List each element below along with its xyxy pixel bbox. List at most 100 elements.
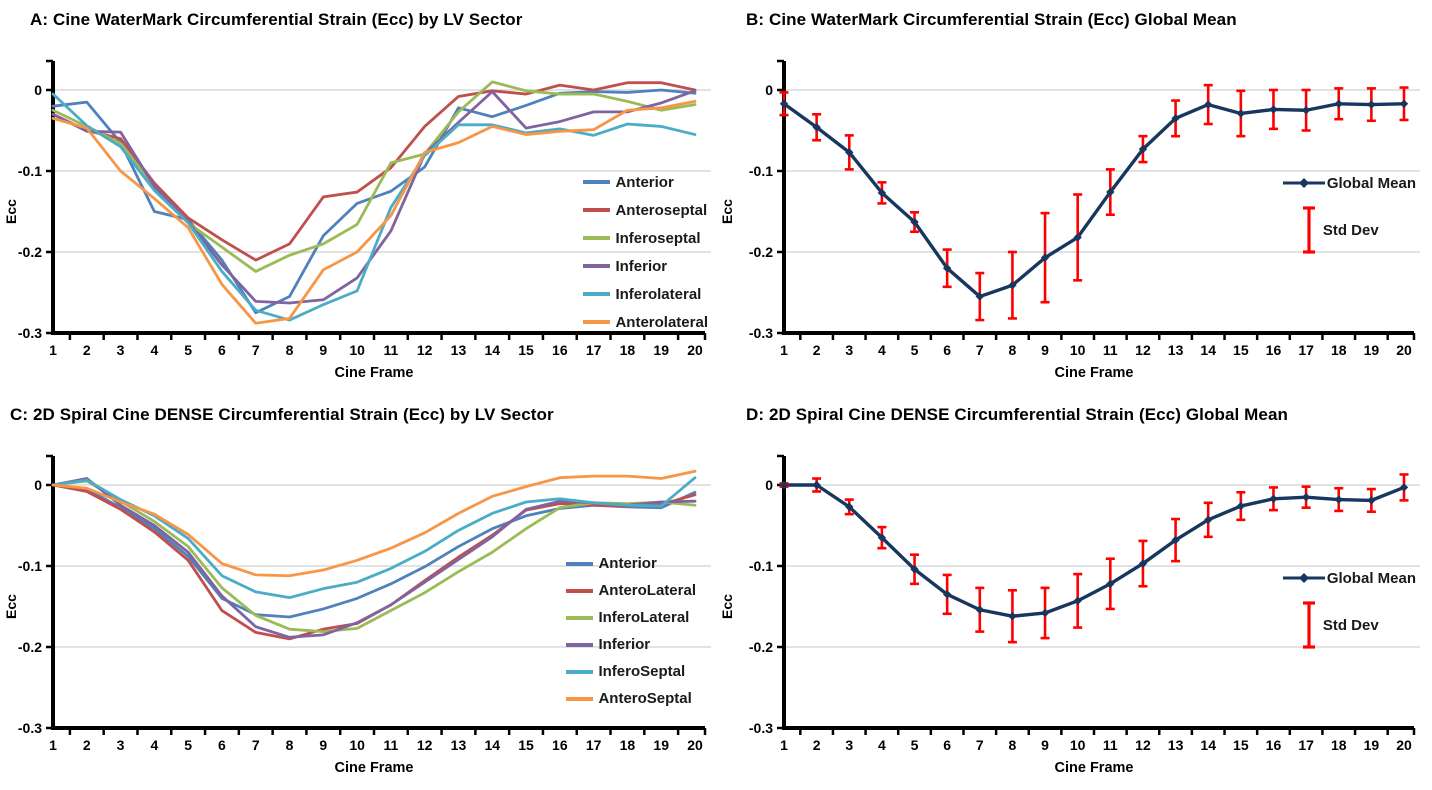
- legend-item-std-dev: Std Dev: [1281, 599, 1379, 651]
- x-tick-label: 5: [184, 737, 192, 753]
- data-point-marker: [975, 605, 984, 614]
- panel-d: D: 2D Spiral Cine DENSE Circumferential …: [716, 395, 1432, 790]
- x-tick-label: 12: [417, 342, 433, 358]
- panel-c-chart: 0 -0.1 -0.2 -0.3 1 2 3 4 5 6 7 8 9 10 11 12 13 14 15 16 17 18…: [0, 440, 716, 790]
- x-tick-label: 19: [653, 342, 669, 358]
- x-tick-label: 20: [687, 737, 703, 753]
- legend-item: Anterior: [583, 168, 708, 196]
- y-tick-label: -0.2: [18, 244, 42, 260]
- legend-label: InferoSeptal: [598, 663, 686, 680]
- x-axis-title: Cine Frame: [335, 760, 414, 776]
- series-line-anteroseptal: [51, 81, 697, 262]
- x-tick-label: 8: [286, 342, 294, 358]
- y-tick-label: -0.1: [749, 163, 773, 179]
- y-tick-label: -0.1: [18, 558, 42, 574]
- data-point-marker: [779, 99, 789, 108]
- y-tick-label: -0.3: [749, 325, 773, 341]
- x-tick-label: 11: [383, 342, 398, 358]
- panel-d-chart: 0 -0.1 -0.2 -0.3 1 2 3 4 5 6 7 8 9 10 11 12 13 14 15 16 17 18…: [716, 440, 1432, 790]
- x-tick-label: 4: [150, 342, 158, 358]
- data-point-marker: [779, 480, 789, 490]
- legend-line-swatch: [583, 208, 611, 212]
- legend-item-global-mean: Global Mean: [1281, 170, 1416, 196]
- data-point-marker: [1040, 608, 1050, 618]
- series-line-anteroseptal: [51, 469, 697, 578]
- legend-label: Inferoseptal: [615, 229, 701, 247]
- legend-label: Anterolateral: [615, 313, 708, 331]
- x-tick-label: 9: [1041, 342, 1049, 358]
- x-tick-label: 17: [586, 342, 602, 358]
- data-point-marker: [1399, 99, 1409, 108]
- x-tick-label: 18: [1331, 342, 1347, 358]
- data-point-marker: [812, 480, 821, 490]
- x-axis-title: Cine Frame: [335, 365, 414, 381]
- x-tick-label: 7: [252, 737, 260, 753]
- x-tick-label: 11: [1103, 342, 1118, 358]
- y-axis-title: Ecc: [3, 199, 19, 224]
- y-tick-label: 0: [765, 82, 773, 98]
- legend-label: Inferior: [598, 636, 651, 653]
- panel-a-title: A: Cine WaterMark Circumferential Strain…: [30, 10, 523, 29]
- legend-item: Anterolateral: [583, 308, 708, 336]
- x-tick-label: 20: [1396, 342, 1412, 358]
- y-tick-label: 0: [34, 82, 42, 98]
- data-point-marker: [1334, 99, 1343, 108]
- x-tick-label: 12: [1135, 342, 1151, 358]
- x-tick-label: 10: [1070, 342, 1086, 358]
- x-tick-label: 16: [1266, 342, 1282, 358]
- x-tick-label: 14: [484, 737, 500, 753]
- panel-c-title: C: 2D Spiral Cine DENSE Circumferential …: [10, 405, 554, 424]
- x-tick-label: 4: [878, 737, 886, 753]
- legend: Anterior AnteroLateral InferoLateral Inferi…: [566, 550, 696, 712]
- series-line-global-mean: [782, 483, 1406, 618]
- panel-b-chart: 0 -0.1 -0.2 -0.3 1 2 3 4 5 6 7 8 9 10 11 12 13 14 15 16 17 18…: [716, 45, 1432, 395]
- legend-label: Anterior: [598, 555, 657, 572]
- panel-b: B: Cine WaterMark Circumferential Strain…: [716, 0, 1432, 395]
- y-tick-label: -0.2: [749, 639, 773, 655]
- panel-a: A: Cine WaterMark Circumferential Strain…: [0, 0, 716, 395]
- legend-line-swatch: [566, 561, 594, 566]
- x-tick-label: 9: [1041, 737, 1049, 753]
- x-tick-label: 12: [417, 737, 433, 753]
- legend-item-std-dev: Std Dev: [1281, 204, 1379, 256]
- x-tick-label: 5: [911, 342, 919, 358]
- x-tick-label: 2: [83, 737, 91, 753]
- x-tick-label: 14: [484, 342, 500, 358]
- legend: Global Mean Std Dev: [1281, 170, 1416, 256]
- chart-canvas-D: 0-0.1-0.2-0.31 2 3 4 5 6 7 8 9 10 11 12 13 14 15 16 17 18…: [719, 454, 1420, 776]
- std-dev-error-bar-icon: [1302, 601, 1315, 649]
- y-tick-label: 0: [765, 477, 773, 493]
- x-tick-label: 6: [943, 342, 951, 358]
- legend-label: Global Mean: [1326, 174, 1416, 192]
- series-line-inferior: [51, 89, 697, 305]
- series-line-inferoseptal: [51, 476, 697, 599]
- x-tick-label: 7: [976, 737, 984, 753]
- y-axis-title: Ecc: [719, 594, 735, 619]
- y-tick-label: -0.2: [18, 639, 42, 655]
- x-tick-label: 10: [349, 737, 365, 753]
- x-tick-label: 16: [552, 342, 568, 358]
- x-tick-label: 7: [976, 342, 984, 358]
- x-tick-label: 6: [218, 737, 226, 753]
- legend-label: Std Dev: [1322, 616, 1379, 634]
- x-tick-label: 2: [83, 342, 91, 358]
- data-point-marker: [1301, 106, 1311, 115]
- x-tick-label: 3: [117, 737, 125, 753]
- legend: Global Mean Std Dev: [1281, 565, 1416, 651]
- x-tick-label: 5: [911, 737, 919, 753]
- x-axis-title: Cine Frame: [1055, 760, 1134, 776]
- chart-canvas-A: 0-0.1-0.2-0.31 2 3 4 5 6 7 8 9 10 11 12 13 14 15 16 17 18…: [3, 59, 711, 381]
- legend-item: Inferolateral: [583, 280, 708, 308]
- legend-item: InferoLateral: [566, 604, 696, 631]
- panel-d-title: D: 2D Spiral Cine DENSE Circumferential …: [746, 405, 1289, 424]
- y-tick-label: -0.2: [749, 244, 773, 260]
- x-tick-label: 13: [1168, 342, 1184, 358]
- x-tick-label: 10: [1070, 737, 1086, 753]
- x-tick-label: 19: [1364, 737, 1380, 753]
- panel-b-title: B: Cine WaterMark Circumferential Strain…: [746, 10, 1237, 29]
- legend-label: Inferior: [615, 257, 668, 275]
- x-tick-label: 4: [150, 737, 158, 753]
- y-tick-label: -0.3: [749, 720, 773, 736]
- legend-line-swatch: [583, 236, 611, 240]
